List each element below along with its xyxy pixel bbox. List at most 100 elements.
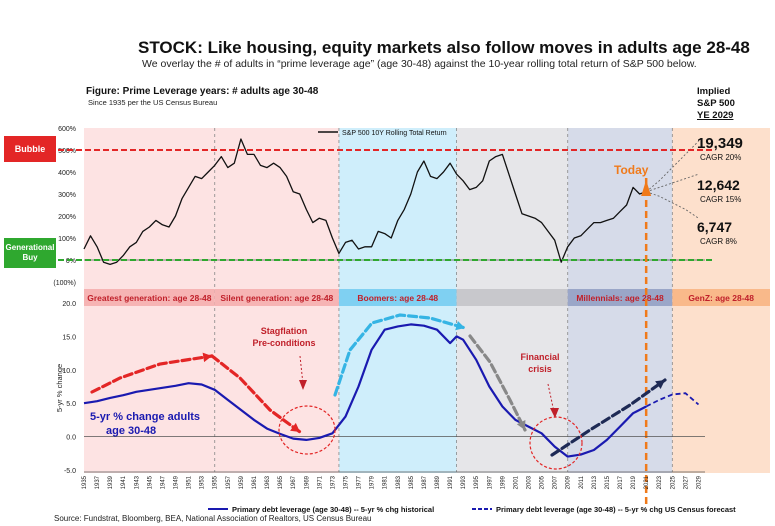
trend-arrow-silent — [210, 354, 302, 434]
bottom-ytick-label: -5.0 — [64, 468, 76, 475]
x-tick-label: 1975 — [344, 475, 350, 489]
x-tick-label: 1989 — [435, 475, 441, 489]
x-tick-label: 1949 — [174, 475, 180, 489]
stagflation-label: Pre-conditions — [252, 338, 315, 348]
x-tick-label: 1965 — [278, 475, 284, 489]
generational-buy-label: Generational Buy — [5, 243, 55, 262]
projection-value-1: 12,642 — [697, 177, 740, 193]
figure-title: Figure: Prime Leverage years: # adults a… — [86, 86, 319, 97]
x-tick-label: 1939 — [108, 475, 114, 489]
top-ytick-label: 400% — [58, 170, 76, 177]
x-tick-label: 1977 — [357, 475, 363, 489]
page-subtitle: We overlay the # of adults in “prime lev… — [142, 58, 697, 70]
x-tick-label: 1995 — [474, 475, 480, 489]
x-tick-label: 1951 — [187, 475, 193, 489]
x-tick-label: 1963 — [265, 475, 271, 489]
x-tick-label: 1973 — [330, 475, 336, 489]
bottom-ytick-label: 10.0 — [62, 368, 76, 375]
stagflation-pointer-head — [299, 380, 307, 390]
x-tick-label: 1979 — [370, 475, 376, 489]
x-tick-label: 1985 — [409, 475, 415, 489]
source-note: Source: Fundstrat, Bloomberg, BEA, Natio… — [54, 514, 372, 523]
financial-crisis-label: crisis — [528, 364, 552, 374]
legend-historical-label: Primary debt leverage (age 30-48) -- 5-y… — [232, 505, 434, 514]
trend-arrow-greatest — [90, 354, 214, 394]
x-tick-label: 1945 — [147, 475, 153, 489]
financial-crisis-pointer-head — [550, 408, 559, 418]
projection-value-2: 6,747 — [697, 219, 732, 235]
top-ytick-label: (100%) — [53, 280, 76, 287]
generational-buy-box: Generational Buy — [4, 238, 56, 268]
trend-arrow-silent-head — [290, 422, 300, 432]
x-tick-label: 1961 — [252, 475, 258, 489]
implied-line2: S&P 500 — [697, 98, 735, 109]
x-tick-label: 1953 — [200, 475, 206, 489]
figure-subtitle: Since 1935 per the US Census Bureau — [88, 98, 218, 107]
x-tick-label: 2021 — [644, 475, 650, 489]
trend-arrow-millennials — [550, 378, 667, 457]
bottom-ylabel: 5-yr % change — [55, 364, 64, 412]
projection-line-2 — [646, 191, 699, 219]
trend-arrow-genx — [468, 334, 527, 432]
financial-crisis-circle — [529, 416, 583, 470]
trend-arrow-genx-head — [516, 420, 526, 430]
page-title: STOCK: Like housing, equity markets also… — [138, 38, 750, 57]
projection-cagr-0: CAGR 20% — [700, 153, 741, 162]
x-tick-label: 2017 — [618, 475, 624, 489]
generation-strip-0 — [84, 289, 215, 306]
financial-crisis-label: Financial — [520, 352, 559, 362]
generation-label-2: Boomers: age 28-48 — [357, 293, 438, 303]
projection-cagr-1: CAGR 15% — [700, 195, 741, 204]
x-tick-label: 1997 — [487, 475, 493, 489]
x-tick-label: 1935 — [82, 475, 88, 489]
generation-label-5: GenZ: age 28-48 — [688, 293, 754, 303]
financial-crisis-pointer — [547, 383, 555, 413]
trend-arrow-boomers-head — [455, 321, 465, 331]
today-arrow — [641, 180, 652, 196]
x-tick-label: 1943 — [134, 475, 140, 489]
bottom-ytick-label: 20.0 — [62, 301, 76, 308]
generation-strip-3 — [456, 289, 568, 306]
adults-historical-line — [83, 323, 647, 458]
x-tick-label: 1983 — [396, 475, 402, 489]
x-tick-label: 2025 — [670, 475, 676, 489]
projection-cagr-2: CAGR 8% — [700, 237, 737, 246]
bottom-ytick-label: 15.0 — [62, 334, 76, 341]
trend-arrow-millennials-head — [655, 380, 665, 389]
implied-line3-text: YE 2029 — [697, 110, 734, 121]
bubble-label: Bubble — [14, 144, 46, 154]
top-ytick-label: 200% — [58, 214, 76, 221]
bubble-box: Bubble — [4, 136, 56, 162]
implied-line3: YE 2029 — [697, 110, 735, 122]
trend-arrow-boomers — [333, 313, 467, 397]
x-tick-label: 1957 — [226, 475, 232, 489]
projection-line-1 — [646, 173, 699, 193]
stagflation-pointer — [299, 355, 304, 385]
top-legend-label: S&P 500 10Y Rolling Total Return — [342, 130, 447, 137]
x-tick-label: 2015 — [605, 475, 611, 489]
projection-value-0: 19,349 — [697, 135, 743, 152]
x-tick-label: 2007 — [553, 475, 559, 489]
adults-annotation: 5-yr % change adults — [90, 411, 200, 423]
adults-forecast-line — [645, 392, 700, 408]
x-tick-label: 1971 — [317, 475, 323, 489]
x-tick-label: 2005 — [540, 475, 546, 489]
x-tick-label: 2027 — [683, 475, 689, 489]
legend-forecast-label: Primary debt leverage (age 30-48) -- 5-y… — [496, 505, 736, 514]
generation-label-0: Greatest generation: age 28-48 — [87, 293, 212, 303]
today-label: Today — [614, 163, 649, 177]
top-ytick-label: 0% — [66, 258, 76, 265]
x-tick-label: 1937 — [95, 475, 101, 489]
x-tick-label: 1991 — [448, 475, 454, 489]
x-tick-label: 2001 — [513, 475, 519, 489]
x-tick-label: 1959 — [239, 475, 245, 489]
x-tick-label: 2013 — [592, 475, 598, 489]
generation-strip-1 — [214, 289, 339, 306]
implied-line1: Implied — [697, 86, 731, 97]
generation-label-1: Silent generation: age 28-48 — [220, 293, 333, 303]
top-ytick-label: 500% — [58, 148, 76, 155]
x-tick-label: 1999 — [500, 475, 506, 489]
bottom-ytick-label: 5.0 — [66, 401, 76, 408]
sp500-series-line — [83, 138, 647, 266]
